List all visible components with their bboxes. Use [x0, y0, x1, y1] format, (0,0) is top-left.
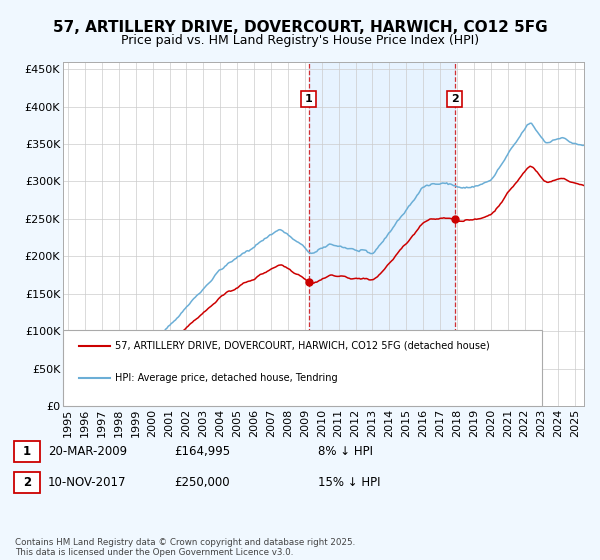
Text: HPI: Average price, detached house, Tendring: HPI: Average price, detached house, Tend…	[115, 374, 338, 384]
Text: £164,995: £164,995	[174, 445, 230, 459]
Text: 1: 1	[305, 94, 313, 104]
Text: 10-NOV-2017: 10-NOV-2017	[48, 476, 127, 489]
Text: 1: 1	[23, 445, 31, 459]
Text: 15% ↓ HPI: 15% ↓ HPI	[318, 476, 380, 489]
Text: Contains HM Land Registry data © Crown copyright and database right 2025.
This d: Contains HM Land Registry data © Crown c…	[15, 538, 355, 557]
Text: 57, ARTILLERY DRIVE, DOVERCOURT, HARWICH, CO12 5FG: 57, ARTILLERY DRIVE, DOVERCOURT, HARWICH…	[53, 20, 547, 35]
Text: 20-MAR-2009: 20-MAR-2009	[48, 445, 127, 459]
FancyBboxPatch shape	[63, 330, 542, 406]
Text: 8% ↓ HPI: 8% ↓ HPI	[318, 445, 373, 459]
Text: 57, ARTILLERY DRIVE, DOVERCOURT, HARWICH, CO12 5FG (detached house): 57, ARTILLERY DRIVE, DOVERCOURT, HARWICH…	[115, 340, 490, 351]
Bar	[308, 62, 455, 406]
Text: 2: 2	[451, 94, 458, 104]
Text: 2: 2	[23, 476, 31, 489]
Text: Price paid vs. HM Land Registry's House Price Index (HPI): Price paid vs. HM Land Registry's House …	[121, 34, 479, 46]
Text: £250,000: £250,000	[174, 476, 230, 489]
